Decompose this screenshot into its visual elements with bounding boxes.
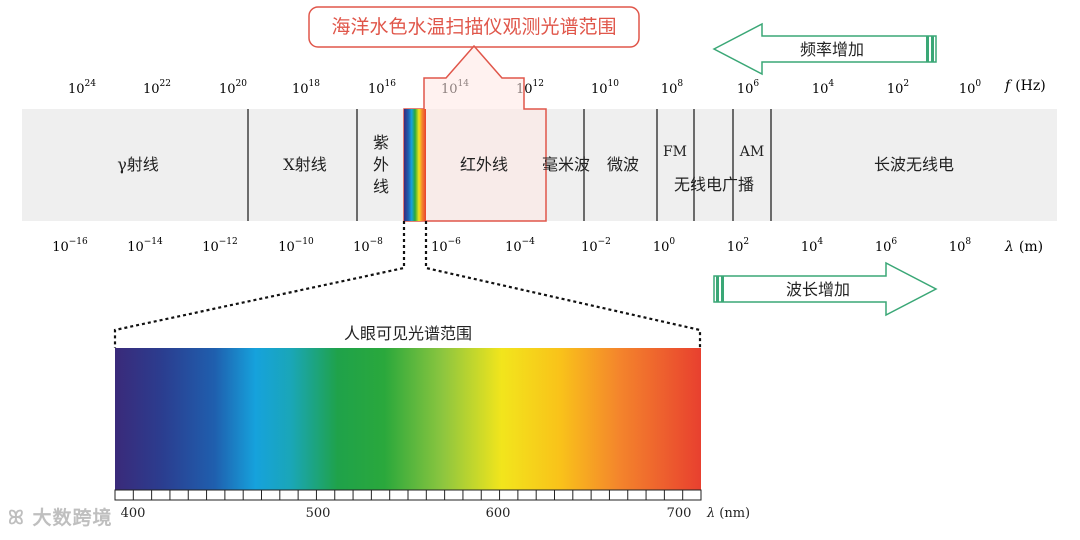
svg-text:1022: 1022	[143, 79, 171, 97]
frequency-tick: 1022	[143, 79, 171, 97]
visible-spectrum-title: 人眼可见光谱范围	[344, 324, 472, 343]
band-radio: 无线电广播	[674, 175, 754, 194]
wavelength-tick: 100	[653, 237, 676, 255]
frequency-tick: 1016	[368, 79, 396, 97]
svg-text:108: 108	[661, 79, 684, 97]
svg-text:102: 102	[727, 237, 749, 255]
frequency-tick: 1024	[68, 79, 96, 97]
svg-text:10−10: 10−10	[278, 237, 314, 255]
wavelength-tick: 10−4	[505, 237, 535, 255]
band-uv-2: 外	[373, 155, 389, 174]
wavelength-increase-label: 波长增加	[786, 280, 850, 299]
svg-text:10−6: 10−6	[431, 237, 461, 255]
svg-text:108: 108	[949, 237, 972, 255]
band-dividers	[247, 109, 772, 221]
band-uv-3: 线	[373, 177, 389, 196]
wavelength-tick: 10−14	[127, 237, 163, 255]
frequency-tick: 1018	[292, 79, 320, 97]
band-labels: γ射线 X射线 紫 外 线 红外线 毫米波 微波 FM AM 无线电广播 长波无…	[117, 133, 954, 196]
band-longwave: 长波无线电	[874, 155, 954, 174]
svg-text:100: 100	[959, 79, 982, 97]
band-fm: FM	[663, 144, 687, 160]
wavelength-increase-arrow: 波长增加	[713, 261, 938, 317]
frequency-tick: 102	[887, 79, 909, 97]
svg-text:104: 104	[812, 79, 835, 97]
watermark-text: 大数跨境	[32, 507, 113, 529]
frequency-axis: 1024 1022 1020 1018 1016 1014 1012 1010 …	[68, 78, 1046, 97]
svg-text:1010: 1010	[591, 79, 619, 97]
band-infrared: 红外线	[460, 155, 508, 174]
svg-text:106: 106	[875, 237, 898, 255]
frequency-tick: 100	[959, 79, 982, 97]
svg-text:10−16: 10−16	[52, 237, 88, 255]
wavelength-axis: 10−16 10−14 10−12 10−10 10−8 10−6 10−4 1…	[52, 237, 1043, 255]
wavelength-tick: 10−10	[278, 237, 314, 255]
wavelength-tick: 102	[727, 237, 749, 255]
frequency-tick: 1020	[219, 79, 247, 97]
frequency-tick: 106	[737, 79, 760, 97]
visible-band-mini	[404, 109, 426, 221]
frequency-tick: 1010	[591, 79, 619, 97]
visible-tick-400: 400	[121, 506, 146, 521]
visible-ruler-labels: 400 500 600 700 λ (nm)	[121, 506, 751, 521]
svg-text:1018: 1018	[292, 79, 320, 97]
wavelength-tick: 104	[801, 237, 824, 255]
wavelength-tick: 106	[875, 237, 898, 255]
svg-text:10−4: 10−4	[505, 237, 535, 255]
wavelength-tick: 108	[949, 237, 972, 255]
watermark: ꕤ 大数跨境	[8, 503, 112, 530]
visible-tick-500: 500	[306, 506, 331, 521]
frequency-tick: 108	[661, 79, 684, 97]
title-text: 海洋水色水温扫描仪观测光谱范围	[331, 16, 616, 38]
svg-text:1024: 1024	[68, 79, 96, 97]
frequency-tick: 104	[812, 79, 835, 97]
wavelength-tick: 10−16	[52, 237, 88, 255]
frequency-increase-label: 频率增加	[800, 40, 864, 59]
title-box: 海洋水色水温扫描仪观测光谱范围	[308, 6, 640, 48]
band-am: AM	[739, 144, 764, 160]
svg-text:10−2: 10−2	[581, 237, 611, 255]
visible-tick-700: 700	[667, 506, 692, 521]
wavelength-tick: 10−8	[353, 237, 383, 255]
visible-axis-label: λ (nm)	[706, 506, 750, 521]
wavelength-axis-label: λ (m)	[1004, 239, 1043, 255]
svg-text:102: 102	[887, 79, 909, 97]
wavelength-tick: 10−6	[431, 237, 461, 255]
svg-text:106: 106	[737, 79, 760, 97]
svg-text:104: 104	[801, 237, 824, 255]
frequency-increase-arrow: 频率增加	[712, 22, 937, 76]
svg-text:10−12: 10−12	[202, 237, 238, 255]
frequency-axis-label: f (Hz)	[1004, 78, 1046, 94]
visible-ruler	[114, 489, 702, 501]
band-gamma: γ射线	[117, 155, 159, 174]
svg-text:10−8: 10−8	[353, 237, 383, 255]
band-uv-1: 紫	[373, 133, 389, 152]
svg-text:10−14: 10−14	[127, 237, 163, 255]
svg-text:1020: 1020	[219, 79, 247, 97]
band-xray: X射线	[283, 155, 326, 174]
band-millimeter: 毫米波	[542, 155, 590, 174]
wavelength-tick: 10−2	[581, 237, 611, 255]
svg-text:100: 100	[653, 237, 676, 255]
watermark-icon: ꕤ	[8, 507, 25, 529]
zoom-connectors	[113, 221, 702, 348]
visible-tick-600: 600	[486, 506, 511, 521]
visible-spectrum-bar	[115, 348, 701, 490]
svg-text:1016: 1016	[368, 79, 396, 97]
wavelength-tick: 10−12	[202, 237, 238, 255]
band-microwave: 微波	[607, 155, 639, 174]
